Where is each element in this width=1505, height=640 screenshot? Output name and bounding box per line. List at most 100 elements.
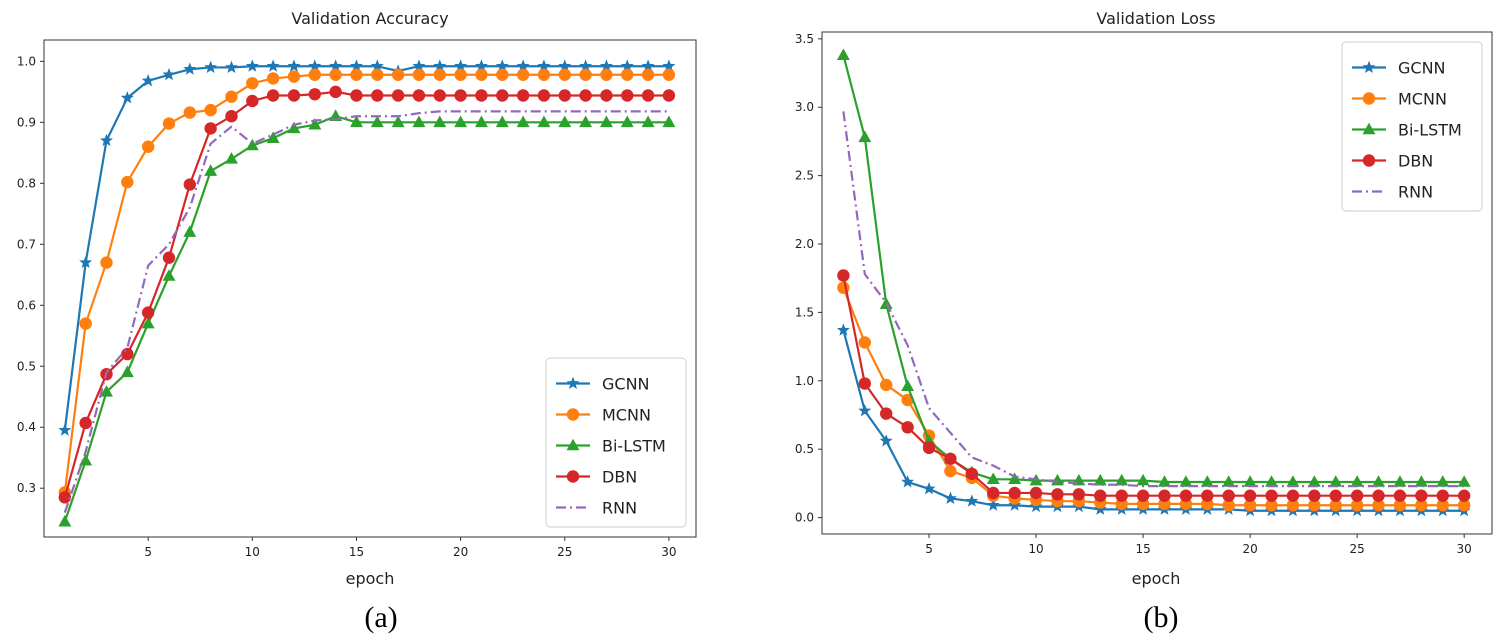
loss-point-bi-lstm [1136, 473, 1150, 486]
loss-point-dbn [922, 441, 936, 455]
loss-legend-marker [1362, 122, 1376, 135]
accuracy-point-mcnn [141, 140, 155, 153]
accuracy-point-dbn [475, 89, 488, 102]
loss-series-dbn [837, 269, 1471, 502]
loss-point-dbn [1436, 489, 1449, 502]
accuracy-point-gcnn [204, 60, 218, 73]
accuracy-point-gcnn [329, 59, 343, 72]
loss-point-dbn [987, 486, 1000, 500]
accuracy-point-mcnn [433, 68, 446, 81]
accuracy-series-dbn [58, 85, 676, 504]
loss-point-dbn [1201, 489, 1214, 502]
accuracy-point-bi-lstm [183, 225, 197, 237]
loss-x-tick-label: 10 [1028, 542, 1043, 556]
loss-point-dbn [1308, 489, 1321, 502]
accuracy-point-bi-lstm [266, 131, 280, 143]
accuracy-legend-label: Bi-LSTM [602, 437, 666, 456]
accuracy-legend-box [545, 357, 687, 528]
accuracy-point-gcnn [620, 59, 634, 72]
accuracy-point-gcnn [433, 59, 447, 72]
loss-point-mcnn [1308, 499, 1321, 512]
loss-point-dbn [1094, 489, 1107, 502]
accuracy-point-gcnn [412, 59, 426, 72]
accuracy-point-mcnn [329, 68, 342, 81]
loss-panel: Validation Loss epoch (b) 0.0 0.5 1.0 1.5 2.… [795, 9, 1493, 634]
loss-legend-item-gcnn: GCNN [1352, 59, 1446, 78]
accuracy-x-tick-label: 25 [557, 545, 572, 559]
accuracy-point-mcnn [204, 103, 217, 117]
accuracy-point-mcnn [79, 317, 92, 330]
accuracy-point-mcnn [246, 77, 259, 90]
accuracy-point-gcnn [245, 59, 259, 72]
accuracy-point-gcnn [58, 423, 72, 436]
accuracy-point-gcnn [100, 133, 113, 147]
loss-x-tick-label: 5 [925, 542, 933, 556]
loss-point-dbn [1372, 489, 1385, 502]
loss-point-bi-lstm [1200, 475, 1214, 487]
loss-point-bi-lstm [1008, 472, 1022, 485]
loss-point-bi-lstm [1457, 475, 1471, 487]
accuracy-point-dbn [516, 89, 530, 102]
accuracy-point-mcnn [100, 256, 113, 269]
accuracy-point-bi-lstm [204, 164, 218, 176]
accuracy-point-dbn [79, 416, 92, 430]
accuracy-point-gcnn [495, 59, 509, 72]
loss-point-dbn [1457, 489, 1471, 502]
loss-point-mcnn [1372, 499, 1385, 512]
loss-x-ticks: 5 10 15 20 25 30 [925, 534, 1472, 556]
loss-title: Validation Loss [1096, 9, 1215, 28]
accuracy-point-gcnn [516, 59, 530, 72]
accuracy-series-rnn [63, 110, 669, 513]
loss-point-bi-lstm [1222, 475, 1236, 487]
accuracy-point-mcnn [516, 68, 530, 81]
accuracy-legend-marker [566, 438, 580, 451]
loss-point-bi-lstm [1436, 475, 1450, 487]
loss-point-bi-lstm [1393, 475, 1407, 487]
accuracy-point-mcnn [412, 68, 426, 81]
accuracy-point-dbn [225, 110, 238, 123]
accuracy-point-dbn [204, 122, 217, 135]
accuracy-point-mcnn [308, 68, 321, 81]
loss-point-dbn [880, 407, 893, 420]
accuracy-point-mcnn [454, 68, 467, 81]
loss-legend-label: MCNN [1398, 90, 1447, 109]
accuracy-legend-item-bi-lstm: Bi-LSTM [556, 437, 666, 456]
loss-point-dbn [1158, 489, 1171, 502]
accuracy-y-tick-label: 0.3 [17, 481, 36, 495]
loss-legend-label: RNN [1398, 183, 1433, 202]
accuracy-point-bi-lstm [391, 115, 405, 128]
accuracy-point-dbn [183, 178, 197, 191]
accuracy-point-bi-lstm [579, 115, 593, 128]
loss-legend-label: GCNN [1398, 59, 1446, 78]
accuracy-point-bi-lstm [79, 453, 93, 466]
accuracy-point-gcnn [662, 59, 676, 72]
accuracy-x-axis-label: epoch [346, 569, 395, 588]
loss-x-tick-label: 15 [1135, 542, 1150, 556]
loss-point-mcnn [880, 378, 893, 392]
accuracy-series-mcnn [58, 68, 676, 499]
accuracy-point-dbn [162, 251, 176, 264]
loss-y-tick-label: 1.0 [795, 374, 814, 388]
accuracy-point-bi-lstm [162, 269, 176, 281]
loss-point-bi-lstm [1307, 475, 1321, 487]
accuracy-point-gcnn [266, 59, 280, 72]
loss-point-dbn [1243, 489, 1257, 502]
accuracy-legend-item-rnn: RNN [556, 499, 637, 518]
accuracy-point-mcnn [183, 106, 197, 119]
accuracy-point-gcnn [349, 59, 363, 72]
accuracy-point-dbn [246, 94, 259, 108]
loss-point-dbn [1350, 489, 1364, 502]
accuracy-point-dbn [558, 89, 571, 102]
loss-point-mcnn [1286, 499, 1300, 512]
accuracy-point-dbn [454, 89, 467, 102]
loss-point-mcnn [1265, 499, 1278, 512]
accuracy-point-bi-lstm [599, 115, 613, 128]
accuracy-legend-marker [566, 408, 580, 421]
accuracy-series-bi-lstm [58, 109, 676, 527]
loss-point-mcnn [944, 464, 957, 478]
accuracy-series [58, 59, 676, 527]
loss-point-gcnn [901, 475, 915, 488]
accuracy-point-gcnn [120, 91, 134, 104]
accuracy-point-bi-lstm [308, 117, 322, 130]
accuracy-point-mcnn [537, 68, 551, 81]
